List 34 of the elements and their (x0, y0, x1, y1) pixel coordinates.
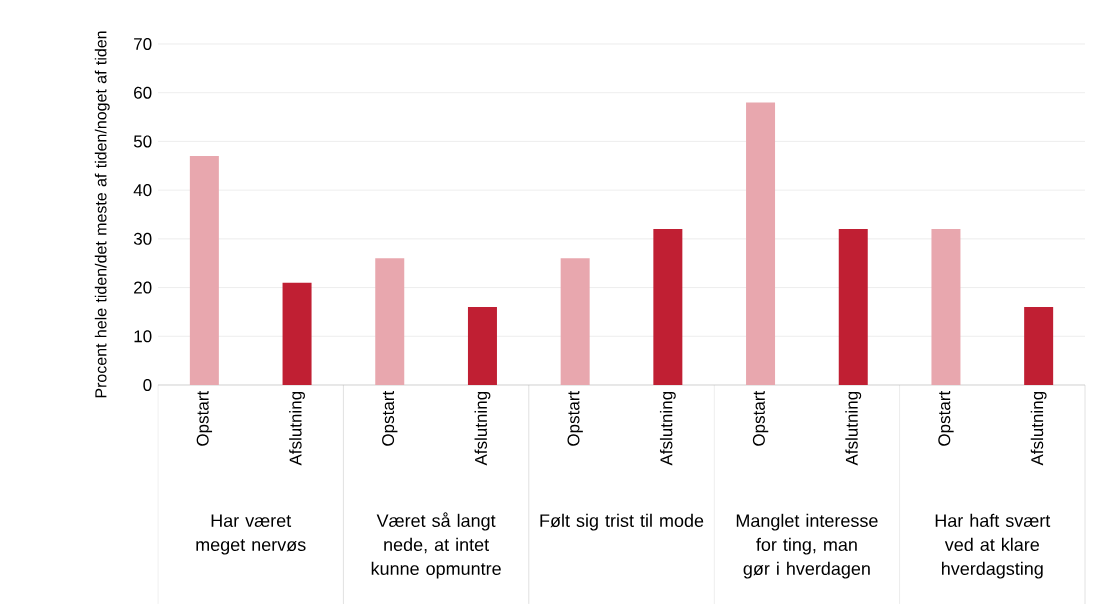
bar (746, 102, 776, 385)
text: Følt sig trist til mode (540, 513, 704, 531)
x-tick-label: Opstart (567, 390, 583, 446)
bar (838, 229, 868, 385)
x-tick-label: Opstart (382, 390, 398, 446)
x-tick-label: Opstart (196, 390, 213, 446)
y-axis-title: Procent hele tiden/det meste af tiden/noget af tiden (94, 31, 110, 398)
y-tick-label: 70 (134, 37, 152, 51)
bar (560, 258, 590, 385)
text: Manglet interesse for ting, man gør i hverdagen (736, 513, 878, 579)
bar (467, 307, 497, 385)
x-tick-label: Opstart (938, 390, 954, 446)
text: Været så langt nede, at intet kunne opmuntre (371, 512, 501, 579)
x-tick-label: Opstart (752, 390, 769, 446)
x-tick-label: Afslutning (659, 391, 676, 466)
text: Har haft svært ved at klare hverdagsting (935, 513, 1051, 579)
bar (189, 156, 219, 385)
bar (653, 229, 683, 385)
bar (282, 282, 312, 385)
y-tick-label: 40 (133, 184, 152, 197)
bar (931, 229, 961, 385)
y-tick-label: 0 (143, 378, 152, 392)
bar (375, 258, 405, 385)
x-tick-label: Afslutning (845, 391, 862, 466)
bar (1024, 307, 1054, 385)
text: Har været meget nervøs (196, 514, 306, 555)
x-tick-label: Afslutning (289, 391, 305, 466)
x-tick-label: Afslutning (474, 391, 491, 466)
y-tick-label: 30 (133, 232, 152, 245)
x-tick-label: Afslutning (1030, 391, 1047, 466)
y-tick-label: 20 (134, 281, 152, 294)
y-tick-label: 50 (133, 135, 152, 148)
y-tick-label: 60 (134, 86, 152, 99)
y-tick-label: 10 (134, 330, 152, 343)
